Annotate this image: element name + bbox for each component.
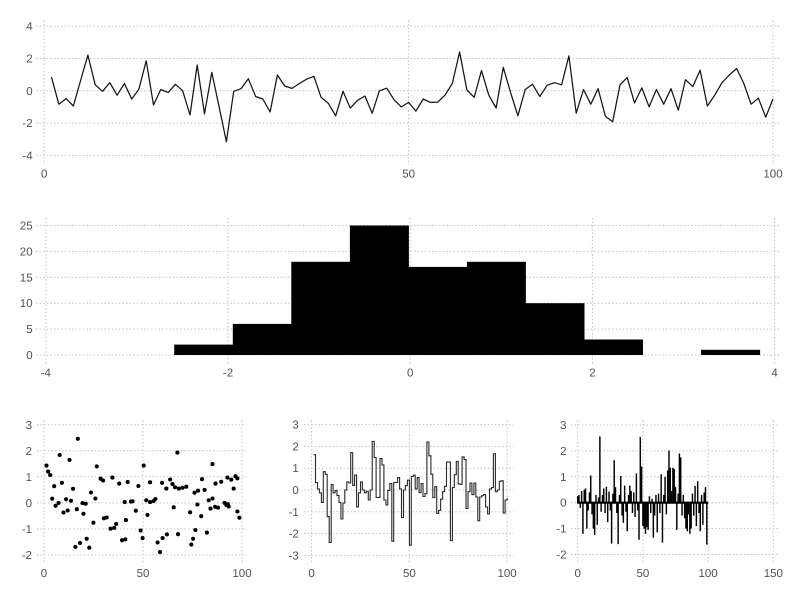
svg-text:-4: -4 — [41, 367, 52, 379]
svg-text:-4: -4 — [22, 150, 33, 162]
svg-text:-1: -1 — [556, 524, 566, 536]
svg-text:0: 0 — [292, 485, 298, 497]
svg-text:1: 1 — [292, 463, 298, 475]
svg-text:50: 50 — [402, 168, 415, 180]
svg-text:100: 100 — [763, 168, 782, 180]
svg-text:2: 2 — [560, 446, 566, 458]
svg-text:-2: -2 — [289, 529, 299, 541]
svg-text:20: 20 — [20, 246, 33, 258]
svg-text:3: 3 — [292, 420, 298, 432]
svg-text:-2: -2 — [556, 550, 566, 562]
svg-text:50: 50 — [137, 568, 150, 580]
svg-text:2: 2 — [292, 441, 298, 453]
svg-text:150: 150 — [764, 568, 783, 580]
svg-text:0: 0 — [41, 168, 47, 180]
svg-text:1: 1 — [26, 472, 32, 484]
svg-text:0: 0 — [41, 568, 47, 580]
svg-text:-3: -3 — [289, 550, 299, 562]
svg-text:25: 25 — [20, 221, 33, 233]
svg-text:0: 0 — [26, 350, 32, 362]
svg-text:-1: -1 — [22, 524, 32, 536]
svg-text:-2: -2 — [22, 550, 32, 562]
svg-text:5: 5 — [26, 324, 32, 336]
svg-text:-2: -2 — [22, 118, 32, 130]
svg-text:4: 4 — [26, 21, 33, 33]
svg-text:100: 100 — [699, 568, 718, 580]
svg-text:3: 3 — [560, 420, 566, 432]
svg-text:0: 0 — [26, 86, 32, 98]
svg-text:1: 1 — [560, 472, 566, 484]
svg-text:0: 0 — [308, 568, 314, 580]
svg-text:10: 10 — [20, 298, 33, 310]
svg-text:0: 0 — [560, 498, 566, 510]
svg-text:2: 2 — [589, 367, 595, 379]
svg-text:100: 100 — [498, 568, 517, 580]
svg-text:4: 4 — [771, 367, 778, 379]
svg-text:15: 15 — [20, 272, 33, 284]
svg-text:2: 2 — [26, 446, 32, 458]
svg-text:3: 3 — [26, 420, 32, 432]
svg-text:50: 50 — [403, 568, 416, 580]
svg-text:-2: -2 — [223, 367, 233, 379]
svg-text:2: 2 — [26, 54, 32, 66]
svg-text:0: 0 — [407, 367, 413, 379]
svg-text:50: 50 — [637, 568, 650, 580]
svg-text:-1: -1 — [289, 507, 299, 519]
svg-text:0: 0 — [26, 498, 32, 510]
svg-text:100: 100 — [232, 568, 251, 580]
svg-text:0: 0 — [574, 568, 580, 580]
